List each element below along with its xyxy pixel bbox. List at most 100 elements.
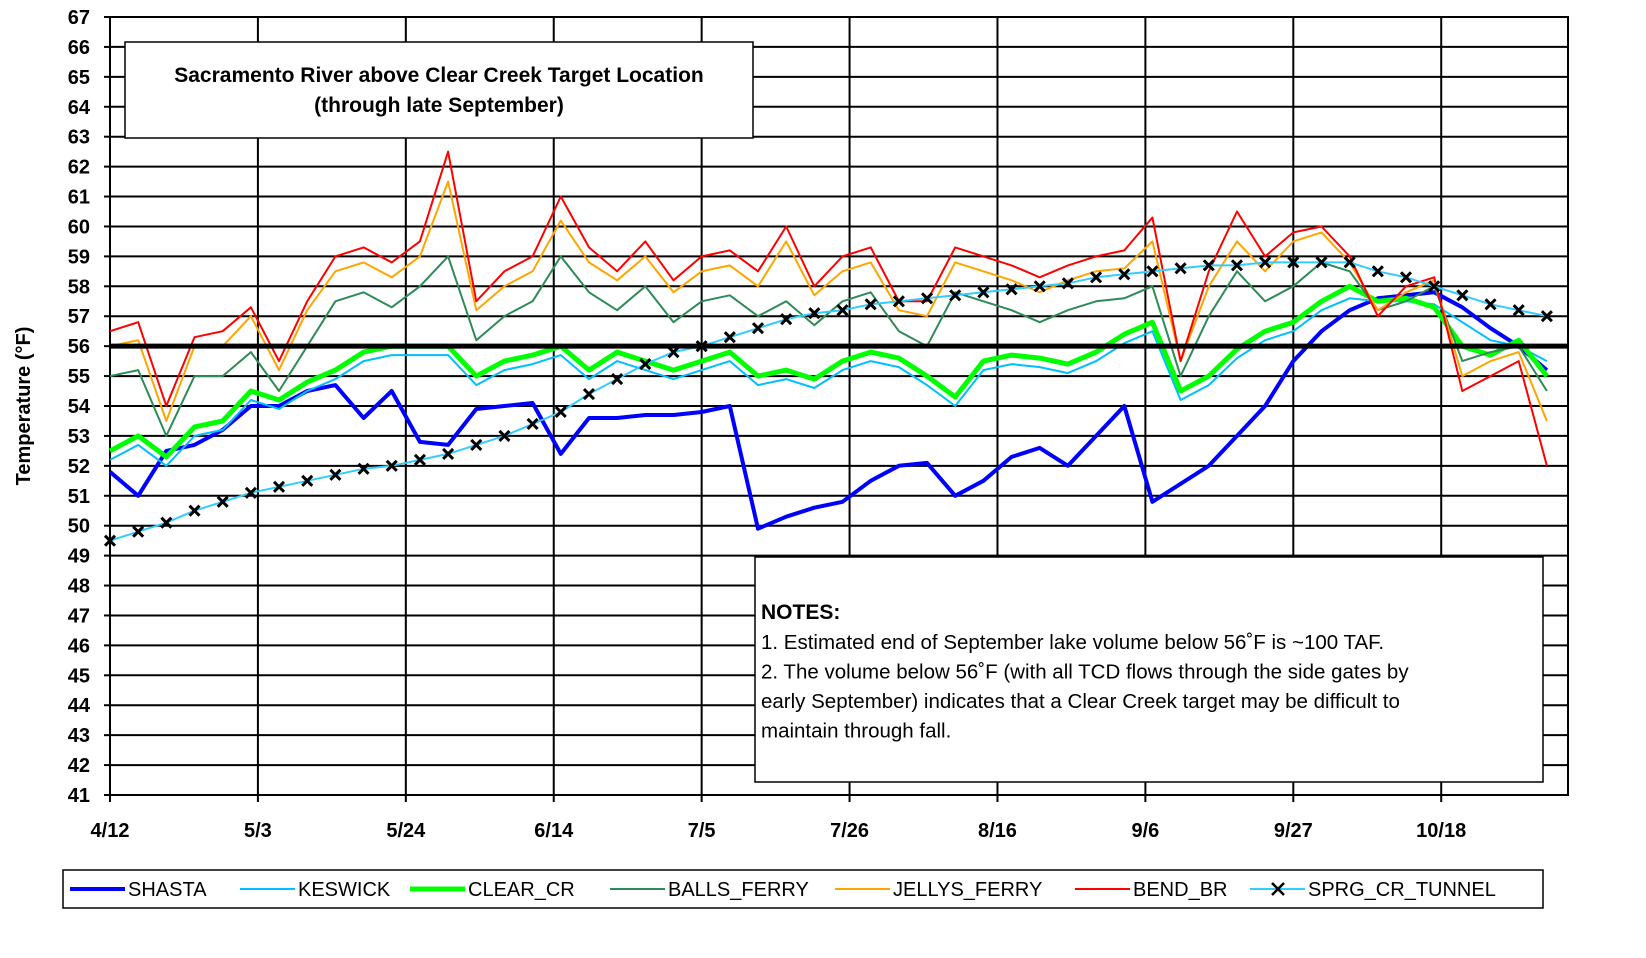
x-marker <box>1061 277 1074 290</box>
x-marker <box>329 468 342 481</box>
y-tick-label: 63 <box>68 127 90 149</box>
x-marker <box>582 387 596 401</box>
y-tick-label: 46 <box>68 635 90 657</box>
y-tick-label: 42 <box>68 755 90 777</box>
notes-box <box>754 556 1544 783</box>
x-tick-label: 8/16 <box>978 820 1017 842</box>
x-tick-label: 5/3 <box>244 820 272 842</box>
x-marker <box>864 298 877 311</box>
y-tick-label: 58 <box>68 276 90 298</box>
x-tick-label: 5/24 <box>386 820 426 842</box>
x-marker <box>1287 256 1300 269</box>
series-line <box>109 261 1548 542</box>
note-line: early September) indicates that a Clear … <box>761 690 1400 713</box>
x-marker <box>244 486 257 499</box>
x-marker <box>1033 280 1046 293</box>
x-marker <box>1090 271 1103 284</box>
x-marker <box>160 516 173 529</box>
y-tick-label: 64 <box>68 97 91 119</box>
x-marker <box>1371 265 1384 278</box>
y-tick-label: 66 <box>68 37 90 59</box>
x-marker <box>1259 256 1272 269</box>
x-marker <box>751 322 765 335</box>
note-line: 1. Estimated end of September lake volum… <box>761 631 1384 654</box>
title-box <box>124 41 754 139</box>
y-tick-label: 47 <box>68 605 90 627</box>
x-marker <box>949 289 962 302</box>
x-tick-label: 9/27 <box>1274 820 1313 842</box>
x-marker <box>892 295 905 308</box>
x-marker <box>836 304 849 317</box>
x-tick-label: 10/18 <box>1416 820 1466 842</box>
x-marker <box>920 292 934 305</box>
y-tick-label: 45 <box>68 665 90 687</box>
x-marker <box>526 417 539 431</box>
y-tick-label: 48 <box>68 576 90 598</box>
x-marker <box>1484 298 1497 311</box>
series-line <box>109 297 1548 467</box>
note-line: 2. The volume below 56˚F (with all TCD f… <box>761 661 1409 684</box>
x-marker <box>132 525 145 538</box>
legend-label: BEND_BR <box>1133 879 1227 901</box>
y-tick-label: 60 <box>68 216 90 238</box>
x-marker <box>1202 259 1215 272</box>
chart-title: (through late September) <box>314 94 564 117</box>
x-marker <box>442 447 455 460</box>
y-tick-label: 59 <box>68 246 90 268</box>
x-marker <box>1343 256 1356 269</box>
series-line <box>109 150 1548 467</box>
x-marker <box>1512 304 1525 317</box>
x-tick-label: 4/12 <box>91 820 130 842</box>
y-tick-label: 62 <box>68 157 90 179</box>
legend-label: JELLYS_FERRY <box>893 879 1042 901</box>
y-tick-label: 41 <box>68 785 90 807</box>
y-tick-label: 61 <box>68 187 90 209</box>
x-marker <box>977 286 990 299</box>
legend-label: CLEAR_CR <box>468 879 575 901</box>
x-marker <box>216 495 229 508</box>
x-marker <box>1456 289 1469 302</box>
x-marker <box>1428 280 1441 293</box>
x-marker <box>357 462 370 475</box>
note-line: maintain through fall. <box>761 720 951 743</box>
legend-label: SPRG_CR_TUNNEL <box>1308 879 1496 901</box>
y-tick-label: 57 <box>68 306 90 328</box>
x-marker <box>272 480 286 493</box>
x-marker <box>1230 259 1244 272</box>
x-marker <box>103 534 117 547</box>
x-tick-label: 9/6 <box>1131 820 1159 842</box>
y-tick-label: 49 <box>68 546 90 568</box>
x-marker <box>554 405 567 419</box>
x-tick-label: 7/5 <box>688 820 716 842</box>
y-tick-label: 67 <box>68 7 90 29</box>
y-tick-label: 44 <box>68 695 91 717</box>
x-marker <box>1399 271 1413 284</box>
x-marker <box>1174 262 1187 275</box>
legend-label: KESWICK <box>298 879 391 901</box>
x-marker <box>188 504 201 517</box>
x-marker <box>611 373 624 386</box>
y-tick-label: 43 <box>68 725 90 747</box>
y-tick-label: 52 <box>68 456 90 478</box>
y-tick-label: 50 <box>68 516 90 538</box>
chart-title: Sacramento River above Clear Creek Targe… <box>174 64 703 87</box>
x-marker <box>723 331 736 344</box>
x-marker <box>385 459 398 472</box>
x-marker <box>1005 283 1018 296</box>
x-marker <box>470 438 483 451</box>
x-marker <box>413 453 426 466</box>
x-marker <box>667 346 680 359</box>
x-marker <box>1315 256 1328 269</box>
x-marker <box>780 313 793 326</box>
x-tick-label: 6/14 <box>534 820 574 842</box>
y-axis-label: Temperature (°F) <box>13 327 35 486</box>
legend-label: SHASTA <box>128 879 207 901</box>
y-tick-label: 54 <box>68 396 91 418</box>
y-tick-label: 53 <box>68 426 90 448</box>
x-marker <box>301 474 314 487</box>
legend-label: BALLS_FERRY <box>668 879 809 901</box>
x-marker <box>1118 268 1131 281</box>
x-marker <box>1146 265 1159 278</box>
x-tick-label: 7/26 <box>830 820 869 842</box>
